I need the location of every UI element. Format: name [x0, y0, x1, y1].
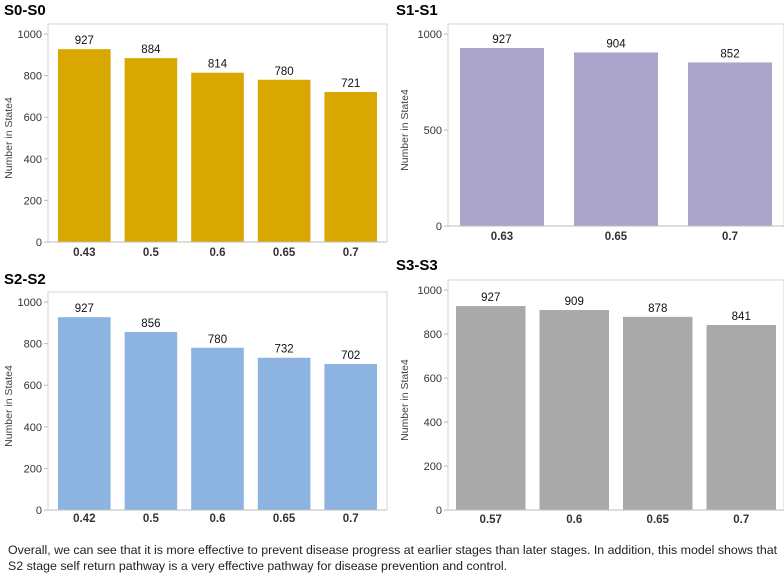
bar-chart-s3: 0 200 400 600 800 1000 Number in State4 927 0.57… — [399, 279, 784, 526]
x-tick-label: 0.65 — [605, 231, 628, 243]
x-tick-label: 0.6 — [566, 514, 582, 526]
x-tick-label: 0.6 — [210, 247, 226, 259]
y-tick-label: 400 — [424, 417, 442, 429]
bar-value-label: 780 — [208, 334, 227, 346]
bar — [324, 363, 377, 510]
y-tick-label: 600 — [24, 112, 42, 124]
chart-title-s0: S0-S0 — [4, 2, 46, 19]
bar-value-label: 927 — [75, 35, 94, 47]
y-axis-label: Number in State4 — [399, 359, 411, 441]
bar-chart-s1: 0 500 1000 Number in State4 927 0.63 904 0.65 85… — [399, 23, 784, 243]
x-tick-label: 0.65 — [647, 514, 670, 526]
x-tick-label: 0.43 — [73, 247, 95, 259]
bar — [688, 62, 772, 226]
x-tick-label: 0.57 — [480, 514, 502, 526]
x-tick-label: 0.65 — [273, 247, 296, 259]
bar-value-label: 927 — [481, 292, 500, 304]
bar-value-label: 927 — [75, 303, 94, 315]
x-tick-label: 0.7 — [343, 247, 359, 259]
chart-title-s3: S3-S3 — [396, 257, 438, 274]
x-tick-label: 0.5 — [143, 247, 160, 259]
bar-value-label: 909 — [565, 296, 584, 308]
bar-value-label: 814 — [208, 59, 228, 71]
chart-title-s1: S1-S1 — [396, 2, 438, 19]
x-tick-label: 0.6 — [210, 513, 226, 525]
y-tick-label: 1000 — [18, 297, 42, 309]
y-axis-label: Number in State4 — [3, 365, 15, 447]
bar — [191, 347, 244, 510]
bar-value-label: 780 — [275, 66, 294, 78]
y-tick-label: 200 — [424, 461, 442, 473]
bar — [574, 52, 658, 226]
bar-value-label: 852 — [720, 48, 739, 60]
bar-value-label: 732 — [275, 344, 294, 356]
bar — [58, 317, 111, 510]
y-tick-label: 400 — [24, 154, 42, 166]
bar-value-label: 878 — [648, 303, 667, 315]
bar — [460, 48, 544, 227]
bar — [539, 310, 609, 510]
bar-value-label: 721 — [341, 78, 360, 90]
bar-value-label: 904 — [606, 38, 626, 50]
bar-value-label: 702 — [341, 350, 360, 362]
y-tick-label: 800 — [24, 71, 42, 83]
bar-value-label: 884 — [141, 44, 161, 56]
x-tick-label: 0.7 — [733, 514, 749, 526]
bar — [124, 331, 178, 510]
y-tick-label: 200 — [24, 195, 42, 207]
bar — [191, 72, 244, 242]
bar-value-label: 841 — [732, 311, 751, 323]
y-tick-label: 200 — [24, 463, 42, 475]
bar-value-label: 927 — [492, 34, 511, 46]
y-tick-label: 0 — [436, 505, 442, 517]
x-tick-label: 0.7 — [722, 231, 738, 243]
y-tick-label: 0 — [36, 237, 42, 249]
bar — [257, 79, 311, 242]
bar — [324, 92, 377, 242]
y-axis-label: Number in State4 — [3, 97, 15, 179]
x-tick-label: 0.5 — [143, 513, 160, 525]
bar — [623, 316, 693, 510]
y-tick-label: 0 — [436, 221, 442, 233]
caption-text: Overall, we can see that it is more effe… — [8, 543, 778, 573]
y-tick-label: 600 — [24, 380, 42, 392]
bar — [706, 324, 776, 510]
chart-title-s2: S2-S2 — [4, 271, 46, 288]
y-tick-label: 0 — [36, 505, 42, 517]
x-tick-label: 0.7 — [343, 513, 359, 525]
bar — [456, 306, 526, 510]
x-tick-label: 0.63 — [491, 231, 513, 243]
bar — [257, 357, 311, 510]
y-tick-label: 1000 — [18, 29, 42, 41]
y-tick-label: 400 — [24, 422, 42, 434]
bar-value-label: 856 — [141, 318, 160, 330]
bar — [58, 49, 111, 243]
y-axis-label: Number in State4 — [399, 89, 411, 171]
bar-chart-s0: 0 200 400 600 800 1000 Number in State4 927 0.43… — [3, 23, 388, 259]
y-tick-label: 800 — [424, 329, 442, 341]
y-tick-label: 600 — [424, 373, 442, 385]
bar — [124, 58, 178, 243]
y-tick-label: 500 — [424, 125, 442, 137]
bar-chart-s2: 0 200 400 600 800 1000 Number in State4 927 0.42… — [3, 291, 388, 525]
y-tick-label: 1000 — [418, 29, 442, 41]
y-tick-label: 800 — [24, 339, 42, 351]
x-tick-label: 0.65 — [273, 513, 296, 525]
x-tick-label: 0.42 — [73, 513, 95, 525]
y-tick-label: 1000 — [418, 285, 442, 297]
